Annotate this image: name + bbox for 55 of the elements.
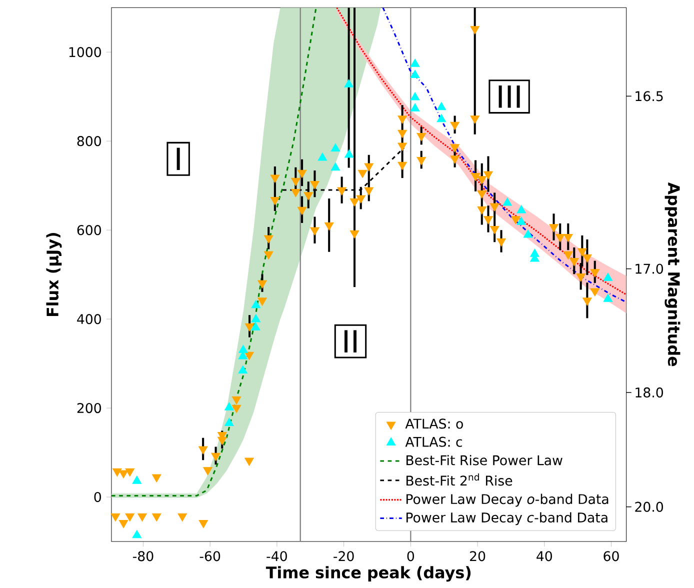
annotation: III xyxy=(498,85,520,108)
y-tick-label: 800 xyxy=(77,136,101,146)
x-tick-label: -80 xyxy=(132,550,154,562)
point xyxy=(238,365,248,374)
point xyxy=(132,476,142,484)
x-axis-title: Time since peak (days) xyxy=(266,566,471,582)
y-tick-label: 1000 xyxy=(69,46,101,58)
x-tick-label: 60 xyxy=(604,550,619,562)
legend-label: Power Law Decay c-band Data xyxy=(406,512,608,525)
legend-label: Power Law Decay o-band Data xyxy=(406,494,608,507)
legend-label: Best-Fit 2$^{nd}$ Rise xyxy=(406,473,512,486)
y-tick-label: 400 xyxy=(77,314,101,324)
y2-axis-title: Apparent Magnitude xyxy=(664,182,680,366)
point xyxy=(344,79,354,88)
point xyxy=(410,103,420,112)
point xyxy=(603,294,613,302)
annotation: II xyxy=(344,330,356,352)
point xyxy=(330,143,340,152)
point xyxy=(410,92,420,100)
x-tick-label: 40 xyxy=(536,550,552,562)
x-tick-label: 0 xyxy=(407,550,414,562)
legend-label: ATLAS: c xyxy=(405,436,462,447)
point xyxy=(238,344,248,353)
point xyxy=(132,530,142,538)
point xyxy=(523,230,533,238)
point xyxy=(516,205,526,214)
x-tick-label: -20 xyxy=(334,550,354,562)
y-tick-label: 0 xyxy=(94,492,101,502)
line-series xyxy=(382,7,626,303)
y-axis-title: Flux (μJy) xyxy=(46,232,62,316)
point xyxy=(330,162,340,170)
text: 20.0 xyxy=(635,502,664,512)
point xyxy=(410,70,420,78)
point xyxy=(502,197,512,206)
x-tick-label: 20 xyxy=(470,550,486,562)
text: 16.5 xyxy=(636,90,663,102)
point xyxy=(436,102,446,110)
annotation: I xyxy=(176,148,180,170)
point xyxy=(410,58,420,67)
point xyxy=(318,152,328,161)
x-tick-label: -40 xyxy=(266,550,287,562)
point xyxy=(603,272,613,281)
point xyxy=(436,114,446,122)
text: 18.0 xyxy=(636,387,664,398)
point xyxy=(224,402,234,410)
point xyxy=(224,418,234,426)
point xyxy=(251,314,261,322)
line-series xyxy=(111,7,317,496)
x-tick-label: -60 xyxy=(200,550,220,562)
text: 17.0 xyxy=(636,264,664,274)
y-tick-label: 600 xyxy=(77,224,101,235)
legend-label: ATLAS: o xyxy=(405,418,463,429)
legend-label: Best-Fit Rise Power Law xyxy=(406,454,562,466)
point xyxy=(344,149,354,158)
y-tick-label: 200 xyxy=(77,402,101,413)
